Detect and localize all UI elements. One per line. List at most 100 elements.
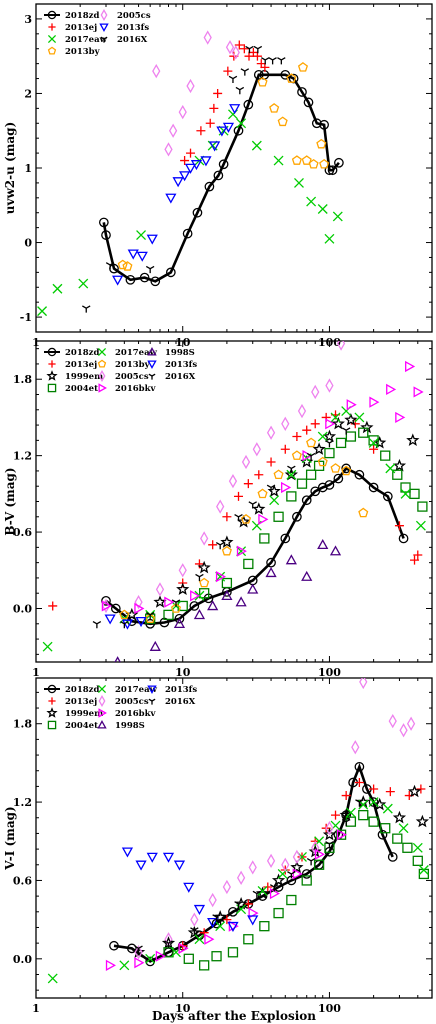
data-point-2013ej (341, 791, 351, 801)
chart-panel-2: 0.0 0.6 1.2 1.8 1 10 100 B-V (mag) 2018zd 2013ej 1… (3, 340, 433, 679)
data-point-2016bkv (101, 600, 112, 612)
data-point-2004et (324, 447, 335, 459)
data-point-2013by (117, 259, 128, 270)
data-point-2013by (316, 138, 327, 149)
data-point-2004et (358, 809, 369, 821)
data-point-1999em (176, 582, 190, 596)
data-point-1999em (284, 467, 298, 481)
data-point-2016X (277, 57, 286, 65)
data-point-2013fs (146, 234, 158, 245)
data-point-2017eaw (42, 641, 53, 652)
legend-marker-2013fs (147, 685, 157, 694)
data-point-2013by (319, 158, 330, 169)
y-tick-label: 1 (24, 162, 32, 175)
legend-marker-2004et (47, 383, 57, 393)
data-point-1999em (252, 502, 266, 515)
data-point-2013ej (205, 118, 215, 128)
data-point-2013ej (239, 44, 249, 54)
data-point-2016X (212, 914, 221, 922)
data-point-1999em (344, 413, 358, 426)
data-point-2018zd (228, 906, 238, 917)
data-point-2018zd (101, 230, 111, 240)
data-point-2013ej (331, 810, 341, 820)
data-point-1998S (235, 596, 247, 607)
data-point-2013fs (222, 122, 235, 133)
data-point-2013ej (369, 784, 379, 794)
data-point-2016bkv (336, 829, 347, 841)
legend-marker-2016X (148, 373, 156, 380)
data-point-2016X (164, 940, 173, 948)
data-point-2018zd (213, 170, 224, 181)
legend-label: 2013ej (65, 23, 97, 33)
data-point-2013ej (222, 915, 232, 925)
data-point-2013fs (136, 251, 148, 262)
legend-marker-2013by (97, 359, 107, 368)
x-tick-label: 1 (32, 1002, 40, 1015)
data-point-2013ej (354, 777, 364, 787)
data-point-2005cs (134, 594, 143, 610)
data-point-2016bkv (386, 383, 397, 396)
legend-label: 2013by (65, 47, 101, 57)
data-point-2013fs (207, 917, 219, 929)
data-point-2004et (412, 855, 423, 867)
data-point-2018zd (165, 267, 176, 278)
data-point-2013fs (162, 852, 175, 863)
data-point-2004et (259, 921, 270, 932)
data-point-2018zd (368, 797, 379, 807)
data-point-2013fs (179, 171, 191, 182)
data-point-2005cs (388, 713, 397, 729)
data-point-2004et (402, 842, 413, 853)
x-tick-label: 10 (175, 666, 191, 679)
data-point-2004et (286, 894, 297, 906)
data-point-2013by (301, 155, 312, 165)
data-point-2018zd (292, 511, 302, 522)
data-point-2017eaw (215, 921, 226, 932)
data-point-1999em (406, 433, 420, 446)
data-point-2016X (269, 884, 279, 892)
data-point-1999em (392, 810, 407, 824)
data-point-2016X (355, 799, 364, 807)
data-point-2013fs (190, 160, 203, 171)
legend-marker-2016bkv (98, 383, 107, 393)
data-point-1998S (207, 600, 219, 611)
data-point-2013ej (234, 40, 244, 50)
legend-label: 2016X (165, 697, 196, 707)
y-tick-label: 1.2 (13, 450, 32, 463)
data-point-2013by (277, 116, 288, 127)
data-point-2017eaw (136, 230, 147, 241)
y-tick-label: 0.0 (13, 953, 32, 966)
data-point-2016X (215, 541, 225, 550)
data-point-2013by (269, 103, 280, 113)
legend-label: 2016X (165, 372, 196, 382)
data-point-2016X (92, 620, 102, 629)
data-point-2018zd (253, 69, 264, 80)
data-point-2016bkv (346, 399, 357, 411)
data-layer (37, 30, 344, 317)
data-point-2016X (341, 818, 351, 827)
data-point-2017eaw (332, 211, 343, 222)
data-point-2016bkv (155, 950, 166, 962)
data-point-2016bkv (228, 920, 239, 932)
data-point-2017eaw (273, 155, 284, 166)
data-point-2016X (325, 440, 334, 448)
data-point-2005cs (231, 45, 240, 60)
data-point-1998S (114, 656, 121, 662)
legend-label: 2016bkv (115, 384, 156, 394)
data-point-2016bkv (302, 450, 313, 462)
data-point-2017eaw (418, 865, 429, 875)
data-point-2016bkv (413, 386, 424, 398)
data-point-2013by (286, 73, 297, 83)
y-tick-label: 1.8 (13, 718, 32, 731)
legend-marker-2018zd (47, 347, 57, 357)
data-point-2016X (195, 573, 204, 582)
data-point-2017eaw (317, 204, 328, 214)
data-point-2016bkv (369, 396, 380, 408)
data-point-2016X (240, 68, 250, 76)
data-point-2005cs (178, 104, 187, 120)
data-point-2017eaw (257, 885, 268, 896)
data-point-1998S (149, 640, 161, 651)
data-point-2013fs (112, 275, 124, 286)
data-point-2018zd (139, 272, 150, 283)
legend-marker-2005cs (100, 9, 108, 21)
